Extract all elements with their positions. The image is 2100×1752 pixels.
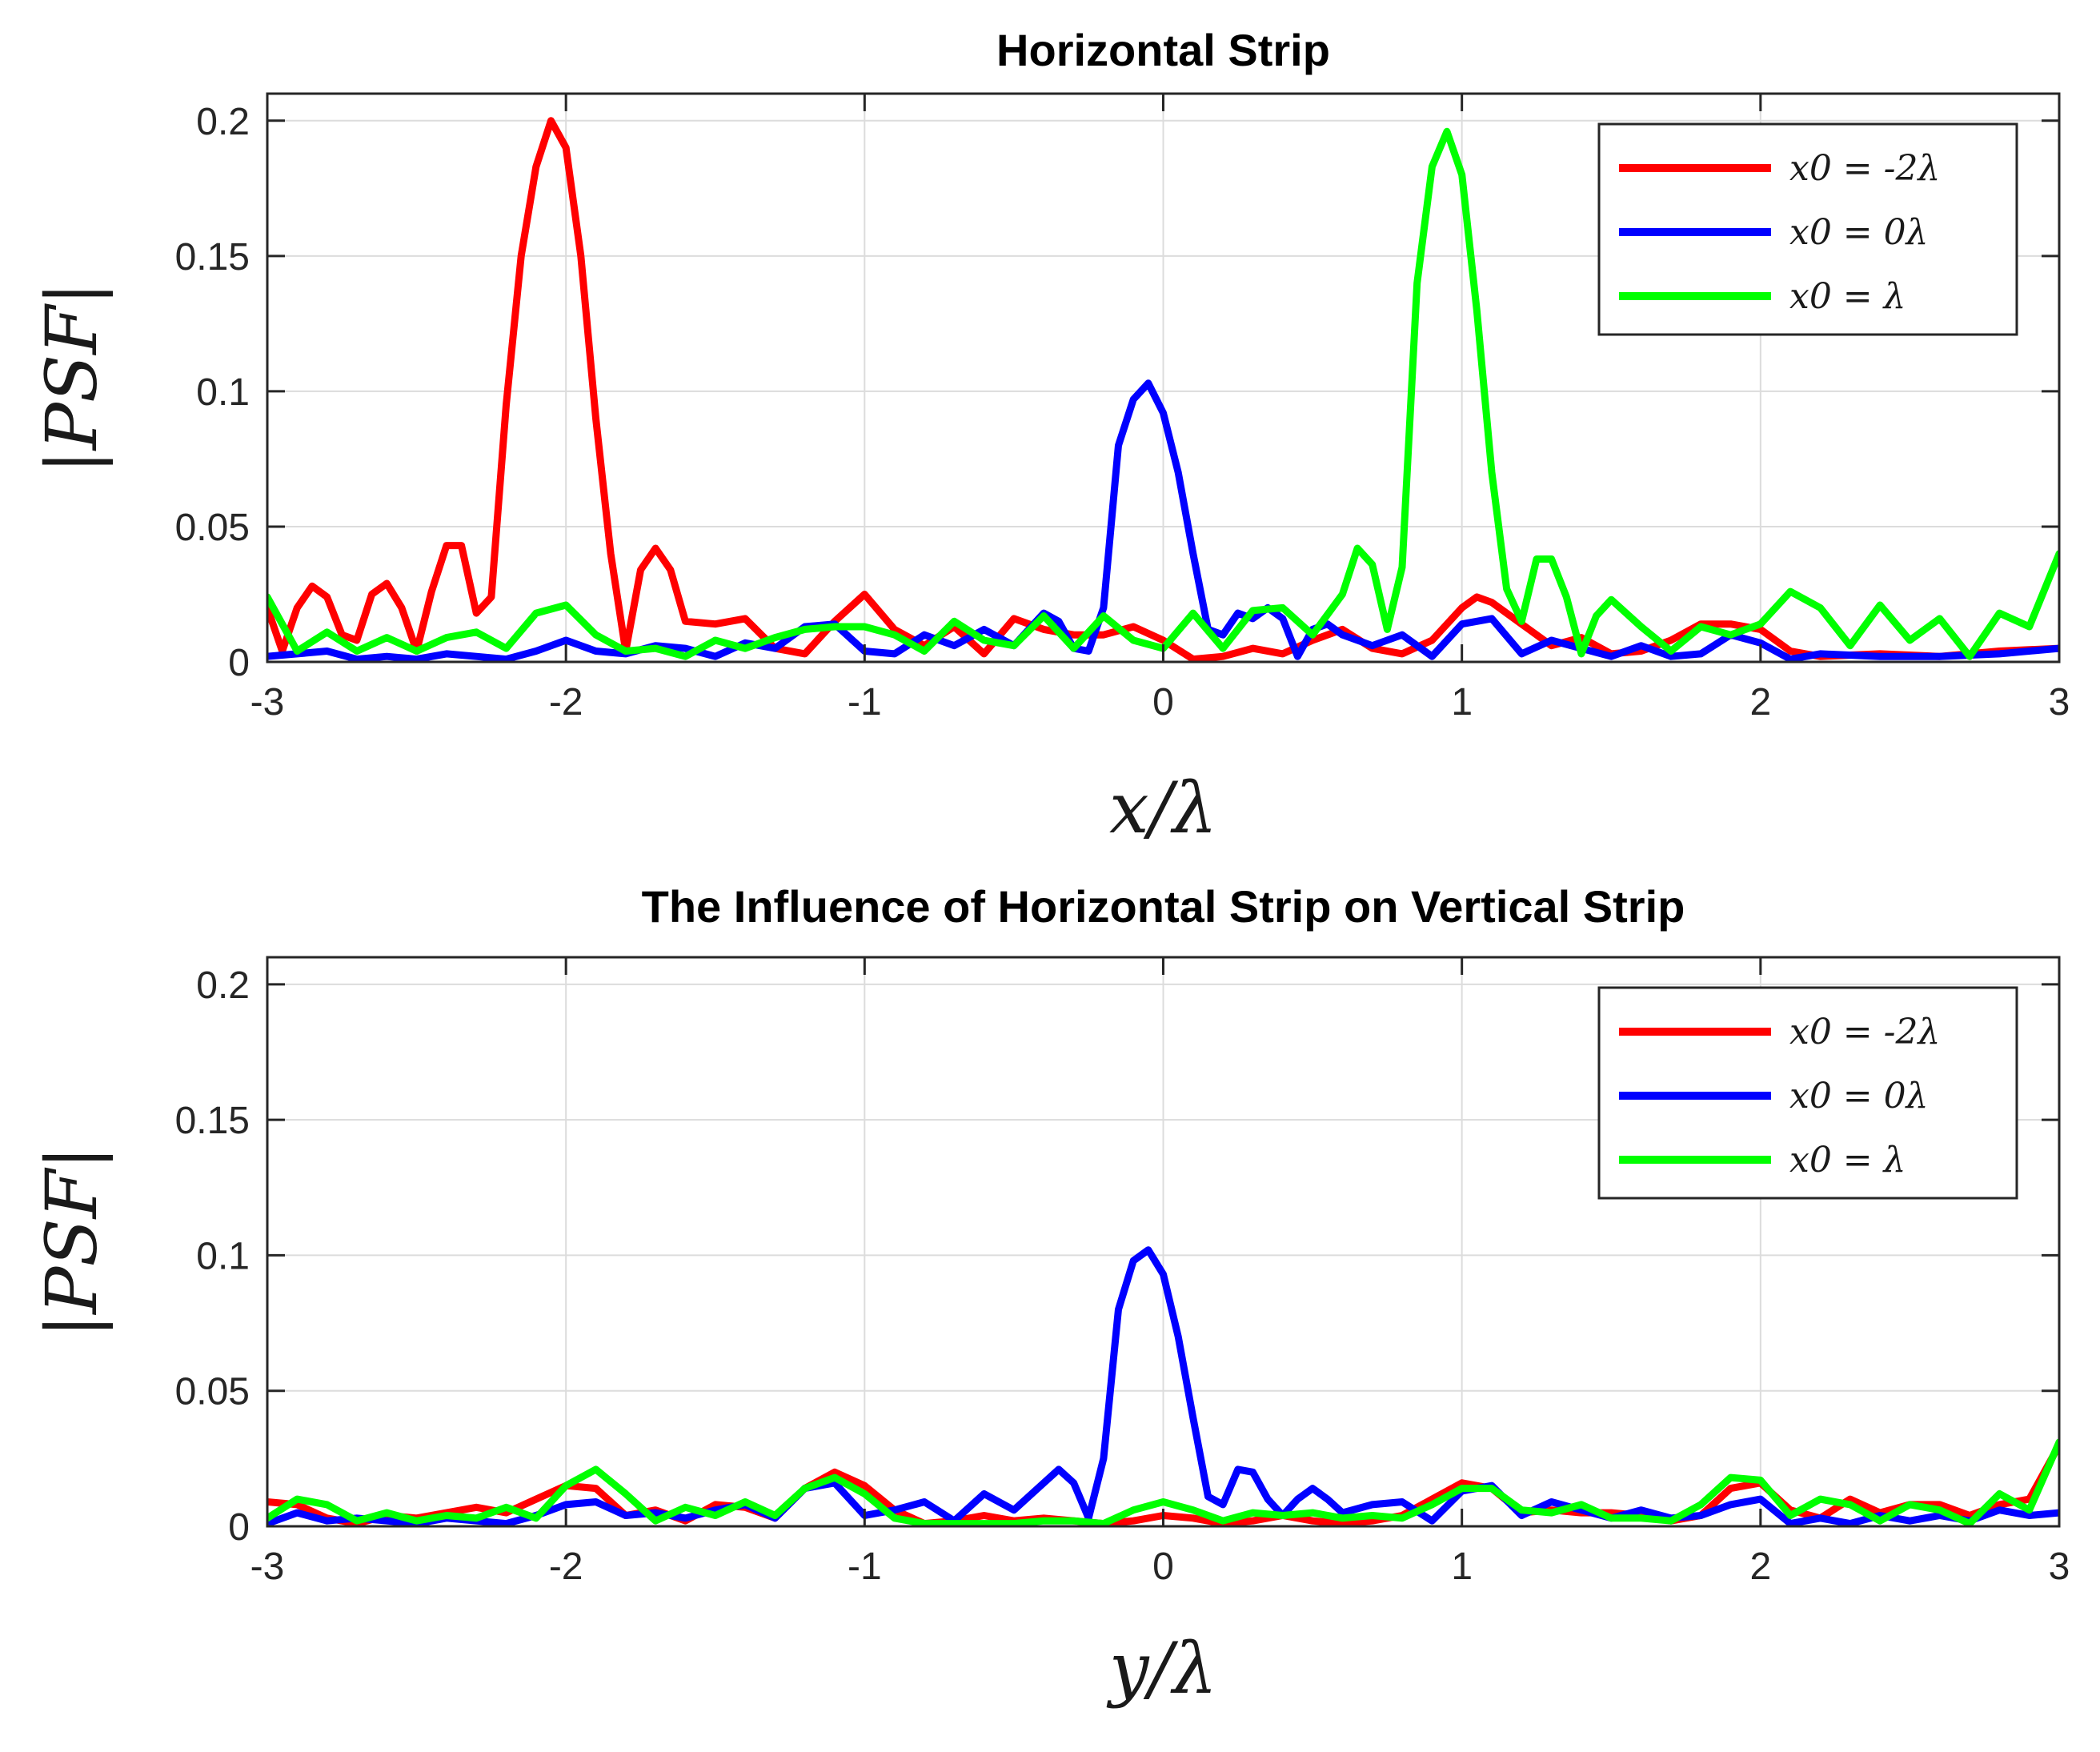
series-line-3 bbox=[267, 1438, 2059, 1526]
y-tick-label: 0.2 bbox=[196, 101, 250, 143]
y-tick-label: 0.05 bbox=[175, 1371, 250, 1413]
x-tick-label: -1 bbox=[848, 1546, 882, 1588]
legend-label-3: x0 = λ bbox=[1789, 276, 1906, 317]
y-tick-label: 0.2 bbox=[196, 964, 250, 1007]
series-line-3 bbox=[267, 127, 2059, 660]
legend: x0 = -2λ x0 = 0λ x0 = λ bbox=[1597, 122, 2018, 336]
chart-panel-2: -3 -2 -1 0 1 2 3 0 0.05 0.1 0.15 0.2 The Influence o… bbox=[30, 881, 2070, 1710]
x-axis-label: x/λ bbox=[1109, 767, 1217, 849]
x-tick-label: -2 bbox=[549, 681, 583, 724]
chart-title: Horizontal Strip bbox=[996, 25, 1330, 75]
x-tick-label: 1 bbox=[1451, 681, 1473, 724]
series-line-2 bbox=[267, 379, 2059, 662]
x-axis-label: y/λ bbox=[1106, 1627, 1217, 1710]
x-tick-label: 0 bbox=[1152, 681, 1174, 724]
legend-label-1: x0 = -2λ bbox=[1789, 1012, 1940, 1052]
series-group bbox=[267, 117, 2059, 662]
y-tick-label: 0 bbox=[228, 1506, 250, 1549]
legend-label-3: x0 = λ bbox=[1789, 1140, 1906, 1181]
x-tick-label: -3 bbox=[250, 681, 285, 724]
x-tick-label: 2 bbox=[1749, 1546, 1771, 1588]
x-tick-label: 2 bbox=[1749, 681, 1771, 724]
y-tick-label: 0.15 bbox=[175, 1100, 250, 1142]
series-line-2 bbox=[267, 1246, 2059, 1526]
legend: x0 = -2λ x0 = 0λ x0 = λ bbox=[1597, 986, 2018, 1200]
x-tick-label: 3 bbox=[2049, 681, 2070, 724]
y-axis-label: |PSF| bbox=[30, 1146, 113, 1338]
x-tick-label: 3 bbox=[2049, 1546, 2070, 1588]
y-tick-label: 0 bbox=[228, 642, 250, 684]
legend-label-2: x0 = 0λ bbox=[1789, 1076, 1929, 1117]
chart-title: The Influence of Horizontal Strip on Ver… bbox=[642, 881, 1685, 932]
x-tick-label: -1 bbox=[848, 681, 882, 724]
y-tick-label: 0.1 bbox=[196, 371, 250, 414]
y-tick-label: 0.05 bbox=[175, 507, 250, 549]
y-tick-label: 0.15 bbox=[175, 236, 250, 279]
y-tick-label: 0.1 bbox=[196, 1235, 250, 1277]
x-tick-label: -3 bbox=[250, 1546, 285, 1588]
x-tick-label: -2 bbox=[549, 1546, 583, 1588]
x-tick-label: 1 bbox=[1451, 1546, 1473, 1588]
chart-panel-1: -3 -2 -1 0 1 2 3 0 0.05 0.1 0.15 0.2 Horizontal Stri… bbox=[30, 25, 2070, 849]
y-axis-label: |PSF| bbox=[30, 282, 113, 474]
x-tick-label: 0 bbox=[1152, 1546, 1174, 1588]
legend-label-2: x0 = 0λ bbox=[1789, 212, 1929, 253]
legend-label-1: x0 = -2λ bbox=[1789, 148, 1940, 189]
